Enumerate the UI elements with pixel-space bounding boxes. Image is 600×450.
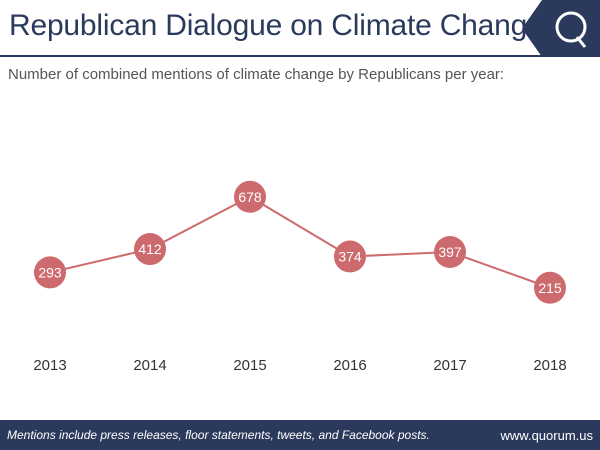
x-tick-label: 2017	[433, 357, 466, 374]
data-point-marker	[34, 256, 66, 289]
series-point-layer: 293 412 678 374 397 215	[34, 180, 566, 304]
data-label: 397	[438, 244, 462, 260]
data-point: 215	[534, 271, 566, 304]
header: Republican Dialogue on Climate Change	[0, 0, 600, 57]
x-tick-label: 2018	[533, 357, 566, 374]
data-label: 215	[538, 280, 562, 296]
data-point-marker	[134, 233, 166, 266]
footer-note: Mentions include press releases, floor s…	[7, 428, 430, 442]
chart-subtitle: Number of combined mentions of climate c…	[8, 66, 505, 83]
footer-bar: Mentions include press releases, floor s…	[0, 420, 600, 450]
data-point: 412	[134, 233, 166, 266]
data-point: 678	[234, 180, 266, 213]
data-label: 678	[238, 189, 262, 205]
data-label: 412	[138, 241, 162, 257]
series-line-layer	[49, 195, 551, 289]
page-title: Republican Dialogue on Climate Change	[9, 9, 544, 42]
data-point-marker	[334, 240, 366, 273]
x-tick-label: 2015	[233, 357, 266, 374]
x-tick-label: 2016	[333, 357, 366, 374]
data-label: 293	[38, 264, 62, 280]
x-axis-ticks: 2013 2014 2015 2016 2017 2018	[33, 357, 566, 374]
footer-url-link[interactable]: www.quorum.us	[500, 428, 593, 443]
data-point-marker	[534, 271, 566, 304]
data-point-marker	[234, 180, 266, 213]
data-point: 397	[434, 235, 466, 268]
data-point: 374	[334, 240, 366, 273]
series-line	[49, 195, 551, 289]
data-point: 293	[34, 256, 66, 289]
data-label: 374	[338, 249, 362, 265]
x-tick-label: 2013	[33, 357, 66, 374]
title-underline	[0, 55, 600, 57]
x-tick-label: 2014	[133, 357, 166, 374]
quorum-q-logo-icon	[522, 0, 600, 57]
data-point-marker	[434, 235, 466, 268]
